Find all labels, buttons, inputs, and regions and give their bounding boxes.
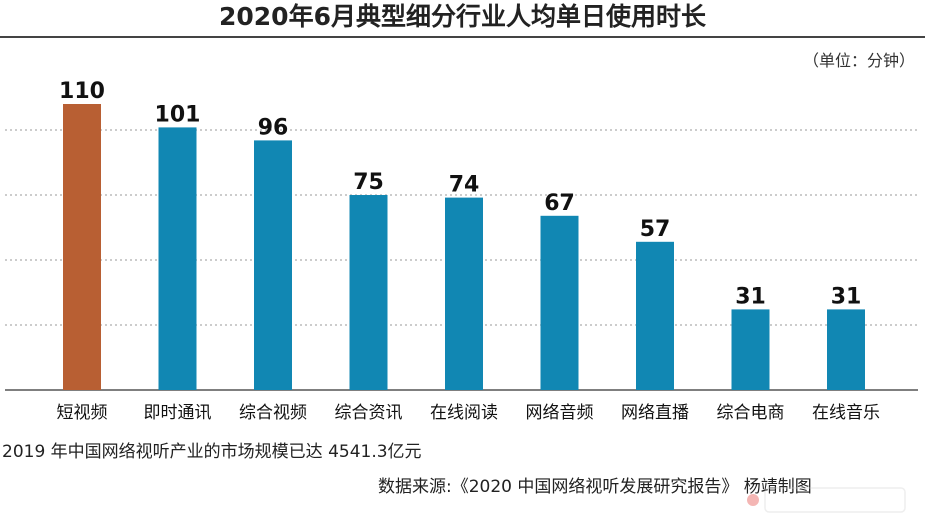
category-label: 在线阅读 [430,403,498,423]
bar-value-label: 67 [544,191,575,216]
bar [731,309,770,390]
bar [540,215,579,390]
bar [63,104,101,390]
category-label: 短视频 [57,403,108,423]
data-source-note: 数据来源:《2020 中国网络视听发展研究报告》 杨靖制图 [378,477,812,497]
title-divider [0,36,925,38]
bar [158,127,197,391]
watermark-logo [747,487,906,513]
watermark-frame [764,487,906,513]
bar [445,197,483,390]
bar-value-label: 57 [640,217,671,242]
bar [636,241,674,390]
category-label: 综合资讯 [335,403,403,423]
bar-value-label: 101 [155,102,201,127]
category-label: 在线音乐 [812,403,880,423]
chart-title: 2020年6月典型细分行业人均单日使用时长 [219,2,706,31]
bar-chart: 110 短视频 101 即时通讯 96 综合视频 75 综合资讯 74 在线阅读 67 网络音频 57 网… [5,79,918,423]
bar-value-label: 96 [258,115,289,140]
category-label: 综合电商 [717,403,785,423]
market-size-note: 2019 年中国网络视听产业的市场规模已达 4541.3亿元 [2,442,422,462]
bar [254,140,292,390]
bar-value-label: 31 [735,284,766,309]
category-label: 网络直播 [621,403,689,423]
category-label: 综合视频 [239,403,307,423]
bar-value-label: 31 [831,284,862,309]
category-label: 即时通讯 [144,403,212,423]
bar [349,195,388,390]
bar-value-label: 110 [59,79,105,104]
category-label: 网络音频 [526,403,594,423]
watermark-dot-icon [747,494,759,506]
bar-value-label: 74 [449,173,480,198]
bar [827,309,865,390]
unit-label: （单位：分钟） [802,51,915,70]
bar-value-label: 75 [353,170,384,195]
